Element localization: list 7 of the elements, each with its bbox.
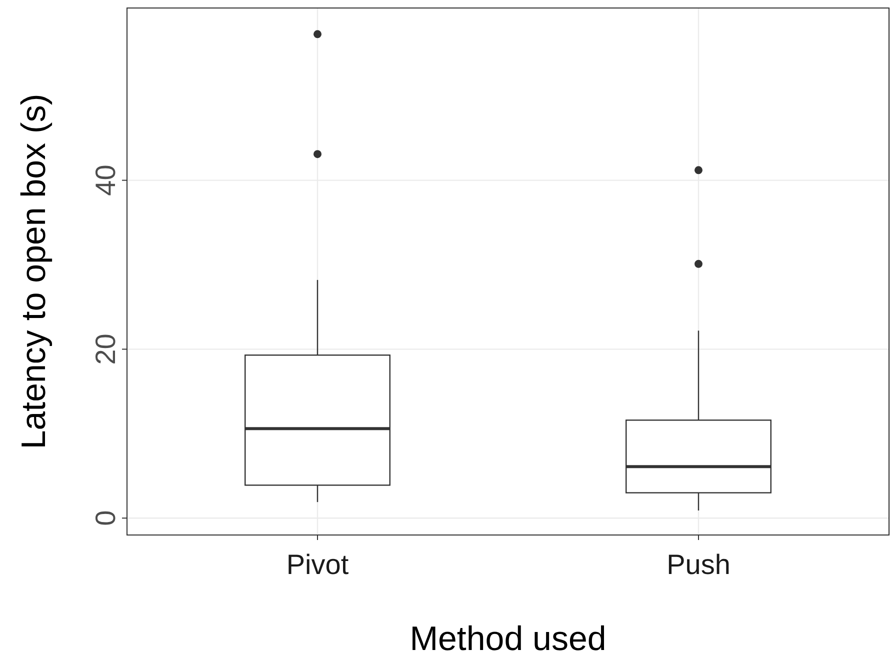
- x-tick-label: Push: [666, 549, 730, 580]
- x-axis-title: Method used: [410, 620, 606, 657]
- y-axis-title: Latency to open box (s): [15, 94, 53, 450]
- y-tick-label: 20: [90, 334, 121, 365]
- x-tick-label: Pivot: [286, 549, 349, 580]
- y-tick-label: 0: [90, 510, 121, 526]
- y-tick-label: 40: [90, 164, 121, 196]
